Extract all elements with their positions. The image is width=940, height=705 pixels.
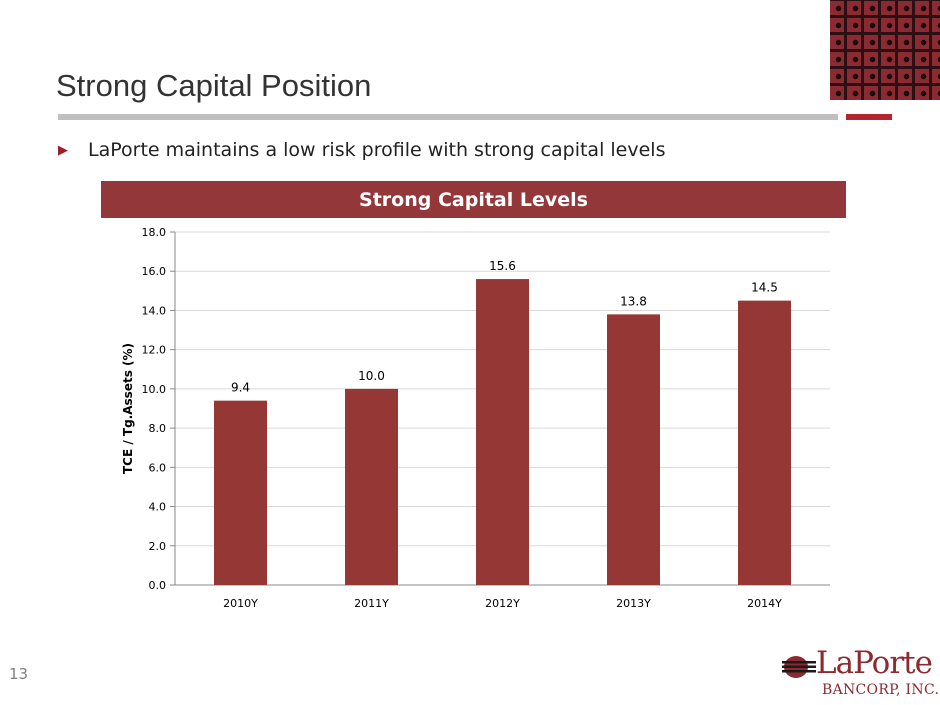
x-tick-label: 2013Y	[616, 597, 651, 610]
y-tick-label: 6.0	[149, 461, 167, 474]
title-rule-red	[846, 114, 892, 120]
y-tick-label: 10.0	[142, 383, 167, 396]
bar	[345, 388, 398, 585]
logo-subtitle: BANCORP, INC.	[822, 682, 940, 698]
bullet-point: ▶ LaPorte maintains a low risk profile w…	[58, 139, 665, 161]
y-tick-label: 4.0	[149, 501, 167, 514]
triangle-bullet-icon: ▶	[58, 142, 68, 158]
bullet-text: LaPorte maintains a low risk profile wit…	[88, 139, 666, 161]
title-rule-gray	[58, 114, 838, 120]
data-label: 9.4	[231, 381, 250, 395]
x-tick-label: 2012Y	[485, 597, 520, 610]
bar	[476, 279, 529, 585]
x-tick-label: 2010Y	[223, 597, 258, 610]
bar	[607, 314, 660, 585]
x-tick-label: 2014Y	[747, 597, 782, 610]
y-axis-label: TCE / Tg.Assets (%)	[121, 343, 135, 474]
page-number: 13	[9, 665, 29, 683]
data-label: 15.6	[489, 259, 516, 273]
corner-pattern-decoration	[830, 0, 940, 100]
chart-title: Strong Capital Levels	[101, 181, 846, 218]
bar	[214, 400, 267, 585]
y-tick-label: 12.0	[142, 344, 167, 357]
x-tick-label: 2011Y	[354, 597, 389, 610]
y-tick-label: 14.0	[142, 304, 167, 317]
data-label: 13.8	[620, 294, 647, 308]
bar	[738, 300, 791, 585]
laporte-emblem-icon	[782, 656, 816, 678]
y-tick-label: 8.0	[149, 422, 167, 435]
y-tick-label: 0.0	[149, 579, 167, 592]
data-label: 10.0	[358, 369, 385, 383]
laporte-logo: LaPorte BANCORP, INC.	[780, 645, 940, 701]
slide-title: Strong Capital Position	[56, 68, 372, 103]
y-tick-label: 18.0	[142, 226, 167, 239]
data-label: 14.5	[751, 281, 778, 295]
y-tick-label: 2.0	[149, 540, 167, 553]
y-tick-label: 16.0	[142, 265, 167, 278]
logo-name: LaPorte	[816, 645, 933, 681]
